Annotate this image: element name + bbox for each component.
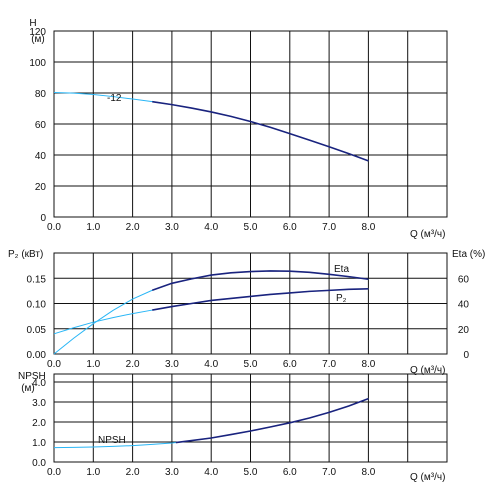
power-efficiency-chart: P₂ (кВт) Eta (%) 0.00 0.05 0.10 0.15 0 20 40 6… xyxy=(8,249,485,376)
head-x-tick-label: 2.0 xyxy=(126,222,140,233)
npsh-y-tick-label: 3.0 xyxy=(32,398,46,409)
eta-y-tick-label: 20 xyxy=(458,325,470,336)
npsh-curve xyxy=(175,397,369,444)
power-y-ticks: 0.00 0.05 0.10 0.15 xyxy=(27,274,47,361)
npsh-series xyxy=(53,397,369,449)
head-x-tick-label: 7.0 xyxy=(322,222,336,233)
npsh-plot-frame xyxy=(53,373,448,463)
eta-curve-label: Eta xyxy=(334,264,349,275)
head-x-tick-label: 3.0 xyxy=(165,222,179,233)
head-y-tick-label: 20 xyxy=(35,182,47,193)
npsh-x-tick-label: 3.0 xyxy=(165,467,179,478)
power-x-tick-label: 8.0 xyxy=(361,359,375,370)
npsh-x-tick-label: 4.0 xyxy=(204,467,218,478)
eta-y-tick-label: 40 xyxy=(458,300,470,311)
power-y-tick-label: 0.00 xyxy=(27,350,47,361)
head-y-tick-label: 60 xyxy=(35,120,47,131)
eta-y-tick-label: 60 xyxy=(458,274,470,285)
eta-y-tick-label: 0 xyxy=(463,350,469,361)
head-y-axis-unit: (м) xyxy=(31,34,45,45)
head-y-tick-label: 100 xyxy=(29,58,46,69)
npsh-curve-label: NPSH xyxy=(98,435,126,446)
power-x-tick-label: 6.0 xyxy=(283,359,297,370)
head-y-tick-label: 40 xyxy=(35,151,47,162)
head-y-axis-title: H xyxy=(29,18,36,29)
head-x-tick-label: 6.0 xyxy=(283,222,297,233)
power-x-tick-label: 3.0 xyxy=(165,359,179,370)
head-y-tick-label: 0 xyxy=(40,213,46,224)
npsh-y-ticks: 0.0 1.0 2.0 3.0 4.0 xyxy=(32,378,46,469)
head-x-ticks: 0.0 1.0 2.0 3.0 4.0 5.0 6.0 7.0 8.0 xyxy=(47,222,376,233)
head-x-tick-label: 5.0 xyxy=(244,222,258,233)
npsh-y-tick-label: 0.0 xyxy=(32,458,46,469)
power-y-axis-title: P₂ (кВт) xyxy=(8,249,43,260)
power-x-axis-title: Q (м³/ч) xyxy=(410,365,445,376)
power-series xyxy=(53,270,369,355)
eta-y-ticks: 0 20 40 60 xyxy=(458,274,470,361)
npsh-x-tick-label: 1.0 xyxy=(86,467,100,478)
p2-curve-label: P₂ xyxy=(336,293,347,304)
power-y-tick-label: 0.05 xyxy=(27,325,47,336)
power-plot-frame xyxy=(53,252,448,355)
power-x-ticks: 0.0 1.0 2.0 3.0 4.0 5.0 6.0 7.0 8.0 xyxy=(47,359,376,370)
npsh-x-ticks: 0.0 1.0 2.0 3.0 4.0 5.0 6.0 7.0 8.0 xyxy=(47,467,376,478)
head-x-tick-label: 1.0 xyxy=(86,222,100,233)
npsh-x-tick-label: 8.0 xyxy=(361,467,375,478)
power-x-tick-label: 0.0 xyxy=(47,359,61,370)
npsh-x-tick-label: 2.0 xyxy=(126,467,140,478)
npsh-y-axis-title: NPSH xyxy=(18,371,46,382)
power-x-tick-label: 5.0 xyxy=(244,359,258,370)
head-x-axis-title: Q (м³/ч) xyxy=(410,229,445,240)
eta-y-axis-title: Eta (%) xyxy=(452,249,485,260)
power-x-tick-label: 4.0 xyxy=(204,359,218,370)
npsh-y-axis-unit: (м) xyxy=(21,383,35,394)
p-curve xyxy=(152,288,369,311)
npsh-y-tick-label: 4.0 xyxy=(32,378,46,389)
npsh-chart: NPSH (м) 0.0 1.0 2.0 3.0 4.0 0.0 1.0 2.0 3.0 4.0… xyxy=(18,371,448,483)
npsh-y-tick-label: 1.0 xyxy=(32,438,46,449)
head-plot-frame xyxy=(53,30,448,218)
npsh-x-tick-label: 0.0 xyxy=(47,467,61,478)
power-grid xyxy=(53,253,448,355)
head-y-ticks: 0 20 40 60 80 100 120 xyxy=(29,27,46,224)
head-y-tick-label: 80 xyxy=(35,89,47,100)
power-x-tick-label: 2.0 xyxy=(126,359,140,370)
head-chart: H (м) 0 20 40 60 80 100 120 0.0 1.0 2.0 3.0 4.0 5.0… xyxy=(29,18,448,240)
power-y-tick-label: 0.15 xyxy=(27,274,47,285)
power-y-tick-label: 0.10 xyxy=(27,300,47,311)
npsh-x-tick-label: 7.0 xyxy=(322,467,336,478)
head-series xyxy=(53,92,369,162)
npsh-x-tick-label: 5.0 xyxy=(244,467,258,478)
12-curve xyxy=(152,100,369,162)
npsh-x-tick-label: 6.0 xyxy=(283,467,297,478)
head-x-tick-label: 0.0 xyxy=(47,222,61,233)
power-x-tick-label: 7.0 xyxy=(322,359,336,370)
eta-curve xyxy=(151,270,369,291)
npsh-grid xyxy=(53,374,448,463)
head-y-tick-label: 120 xyxy=(29,27,46,38)
head-x-tick-label: 4.0 xyxy=(204,222,218,233)
power-x-tick-label: 1.0 xyxy=(86,359,100,370)
head-curve-label: -12 xyxy=(107,93,122,104)
npsh-x-axis-title: Q (м³/ч) xyxy=(410,472,445,483)
head-grid xyxy=(53,30,448,218)
npsh-y-tick-label: 2.0 xyxy=(32,418,46,429)
head-x-tick-label: 8.0 xyxy=(361,222,375,233)
